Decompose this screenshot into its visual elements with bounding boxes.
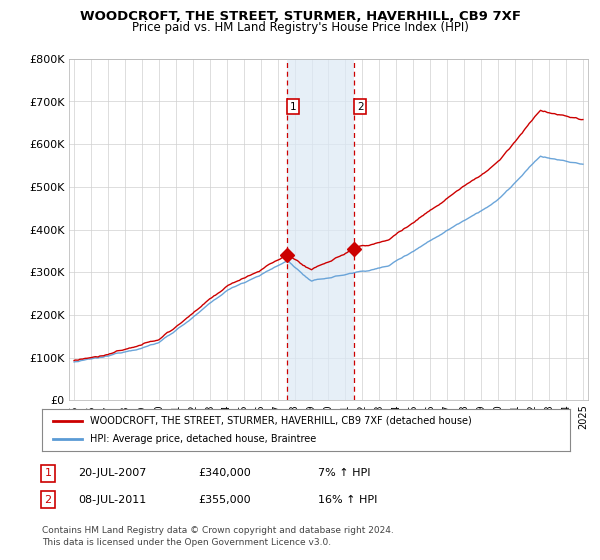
Text: 08-JUL-2011: 08-JUL-2011 bbox=[78, 494, 146, 505]
Text: £340,000: £340,000 bbox=[198, 468, 251, 478]
Text: 2: 2 bbox=[357, 101, 364, 111]
Text: HPI: Average price, detached house, Braintree: HPI: Average price, detached house, Brai… bbox=[89, 434, 316, 444]
Text: This data is licensed under the Open Government Licence v3.0.: This data is licensed under the Open Gov… bbox=[42, 538, 331, 547]
Text: Price paid vs. HM Land Registry's House Price Index (HPI): Price paid vs. HM Land Registry's House … bbox=[131, 21, 469, 34]
Text: Contains HM Land Registry data © Crown copyright and database right 2024.: Contains HM Land Registry data © Crown c… bbox=[42, 526, 394, 535]
Text: £355,000: £355,000 bbox=[198, 494, 251, 505]
Text: WOODCROFT, THE STREET, STURMER, HAVERHILL, CB9 7XF: WOODCROFT, THE STREET, STURMER, HAVERHIL… bbox=[79, 10, 521, 23]
Bar bbox=[287, 59, 354, 400]
Text: 7% ↑ HPI: 7% ↑ HPI bbox=[318, 468, 371, 478]
Text: 1: 1 bbox=[289, 101, 296, 111]
Text: 2: 2 bbox=[44, 494, 52, 505]
Text: 20-JUL-2007: 20-JUL-2007 bbox=[78, 468, 146, 478]
Text: WOODCROFT, THE STREET, STURMER, HAVERHILL, CB9 7XF (detached house): WOODCROFT, THE STREET, STURMER, HAVERHIL… bbox=[89, 416, 471, 426]
Text: 16% ↑ HPI: 16% ↑ HPI bbox=[318, 494, 377, 505]
Text: 1: 1 bbox=[44, 468, 52, 478]
